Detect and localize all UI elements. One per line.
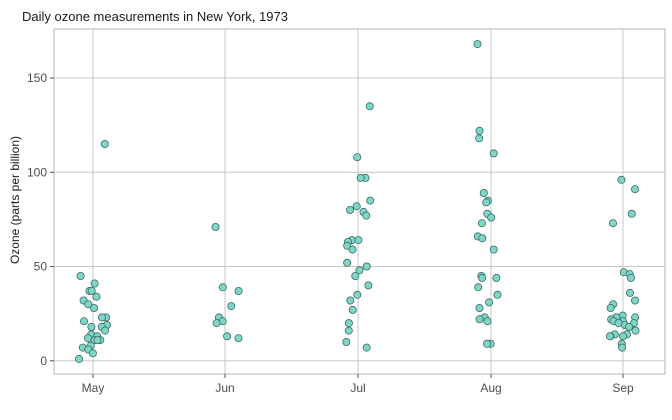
data-point-jul-48 — [343, 241, 352, 250]
x-tick-label-sep: Sep — [612, 381, 634, 395]
y-tick-label-0: 0 — [40, 354, 47, 368]
data-point-sep-94 — [626, 288, 635, 297]
data-point-sep-88 — [631, 185, 640, 194]
data-point-aug-66 — [479, 188, 488, 197]
data-point-jul-58 — [344, 319, 353, 328]
data-point-aug-79 — [493, 290, 502, 299]
data-point-sep-113 — [619, 332, 628, 341]
data-point-may-18 — [84, 334, 93, 343]
data-point-jul-39 — [356, 173, 365, 182]
data-point-aug-64 — [475, 134, 484, 143]
data-point-may-25 — [88, 349, 97, 358]
x-tick-label-jun: Jun — [215, 381, 234, 395]
data-point-jul-52 — [355, 266, 364, 275]
data-point-jul-44 — [362, 211, 371, 220]
data-point-jul-60 — [342, 337, 351, 346]
data-point-sep-112 — [605, 332, 614, 341]
data-point-jul-53 — [351, 271, 360, 280]
data-point-aug-77 — [478, 273, 487, 282]
data-point-sep-87 — [617, 175, 626, 184]
data-point-aug-65 — [489, 149, 498, 158]
data-point-aug-73 — [478, 234, 487, 243]
x-tick-label-jul: Jul — [350, 381, 365, 395]
data-point-aug-80 — [485, 298, 494, 307]
data-point-may-7 — [84, 300, 93, 309]
data-point-sep-89 — [627, 209, 636, 218]
data-point-aug-68 — [482, 198, 491, 207]
data-point-may-1 — [76, 271, 85, 280]
data-point-may-11 — [80, 317, 89, 326]
data-point-may-5 — [92, 292, 101, 301]
data-point-may-14 — [87, 322, 96, 331]
data-point-jun-34 — [223, 332, 232, 341]
data-point-sep-93 — [626, 273, 635, 282]
data-point-sep-97 — [606, 303, 615, 312]
data-point-aug-74 — [489, 245, 498, 254]
data-point-jul-42 — [345, 205, 354, 214]
data-point-jul-49 — [348, 245, 357, 254]
data-point-may-2 — [90, 279, 99, 288]
y-axis-label: Ozone (parts per billion) — [8, 136, 22, 264]
data-point-may-8 — [90, 303, 99, 312]
data-point-aug-84 — [483, 317, 492, 326]
data-point-aug-63 — [475, 126, 484, 135]
data-point-aug-76 — [492, 273, 501, 282]
data-point-sep-107 — [625, 322, 634, 331]
data-point-may-0 — [100, 139, 109, 148]
data-point-aug-81 — [475, 303, 484, 312]
gridlines — [54, 29, 665, 374]
data-point-jul-56 — [346, 296, 355, 305]
data-point-jul-37 — [353, 153, 362, 162]
data-point-sep-95 — [631, 296, 640, 305]
data-point-aug-78 — [474, 283, 483, 292]
plot-panel — [53, 28, 666, 375]
y-tick-label-150: 150 — [27, 71, 47, 85]
data-point-may-26 — [75, 354, 84, 363]
data-points — [75, 40, 640, 363]
data-point-jun-30 — [227, 302, 236, 311]
data-point-jun-35 — [234, 334, 243, 343]
data-point-jul-54 — [364, 281, 373, 290]
data-point-aug-71 — [477, 219, 486, 228]
data-point-aug-62 — [473, 40, 482, 49]
data-point-jul-61 — [362, 343, 371, 352]
data-point-jun-33 — [212, 319, 221, 328]
data-point-jun-29 — [234, 286, 243, 295]
data-point-may-21 — [93, 336, 102, 345]
y-tick-label-50: 50 — [34, 260, 48, 274]
data-point-may-10 — [98, 313, 107, 322]
data-point-jun-27 — [211, 222, 220, 231]
data-point-aug-70 — [487, 213, 496, 222]
data-point-jul-40 — [366, 196, 375, 205]
x-tick-label-may: May — [82, 381, 105, 395]
data-point-jul-55 — [353, 290, 362, 299]
data-point-jul-41 — [352, 202, 361, 211]
data-point-jul-36 — [365, 102, 374, 111]
data-point-jul-57 — [348, 305, 357, 314]
data-point-sep-90 — [609, 219, 618, 228]
axis-ticks: 0 50 100 150 May Jun Jul Aug Sep — [27, 71, 634, 395]
data-point-aug-83 — [475, 315, 484, 324]
data-point-aug-86 — [482, 339, 491, 348]
data-point-jul-50 — [343, 258, 352, 267]
data-point-jun-28 — [218, 283, 227, 292]
x-tick-label-aug: Aug — [480, 381, 501, 395]
data-point-sep-108 — [631, 326, 640, 335]
data-point-jul-46 — [354, 236, 363, 245]
y-tick-label-100: 100 — [27, 165, 47, 179]
chart-title: Daily ozone measurements in New York, 19… — [22, 9, 288, 24]
data-point-may-15 — [101, 326, 110, 335]
data-point-sep-115 — [618, 343, 627, 352]
data-point-jul-59 — [344, 326, 353, 335]
data-point-jul-51 — [362, 262, 371, 271]
data-point-may-4 — [87, 286, 96, 295]
